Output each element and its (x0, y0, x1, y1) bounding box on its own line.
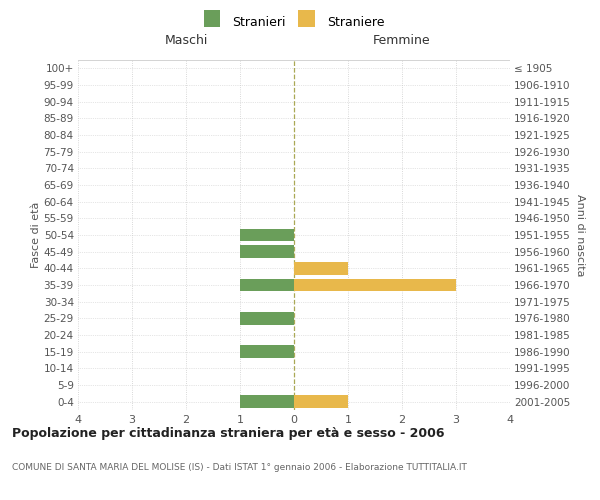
Bar (240, 312, 294, 324)
Bar (240, 396, 294, 408)
Text: COMUNE DI SANTA MARIA DEL MOLISE (IS) - Dati ISTAT 1° gennaio 2006 - Elaborazion: COMUNE DI SANTA MARIA DEL MOLISE (IS) - … (12, 462, 467, 471)
Bar (294, 262, 348, 274)
Y-axis label: Fasce di età: Fasce di età (31, 202, 41, 268)
Bar (240, 246, 294, 258)
Text: Maschi: Maschi (164, 34, 208, 46)
Bar (240, 346, 294, 358)
Legend: Stranieri, Straniere: Stranieri, Straniere (203, 16, 385, 28)
Text: Popolazione per cittadinanza straniera per età e sesso - 2006: Popolazione per cittadinanza straniera p… (12, 428, 445, 440)
Bar (294, 396, 348, 408)
Text: Femmine: Femmine (373, 34, 431, 46)
Bar (240, 229, 294, 241)
Y-axis label: Anni di nascita: Anni di nascita (575, 194, 585, 276)
Bar (240, 279, 294, 291)
Bar (294, 279, 456, 291)
